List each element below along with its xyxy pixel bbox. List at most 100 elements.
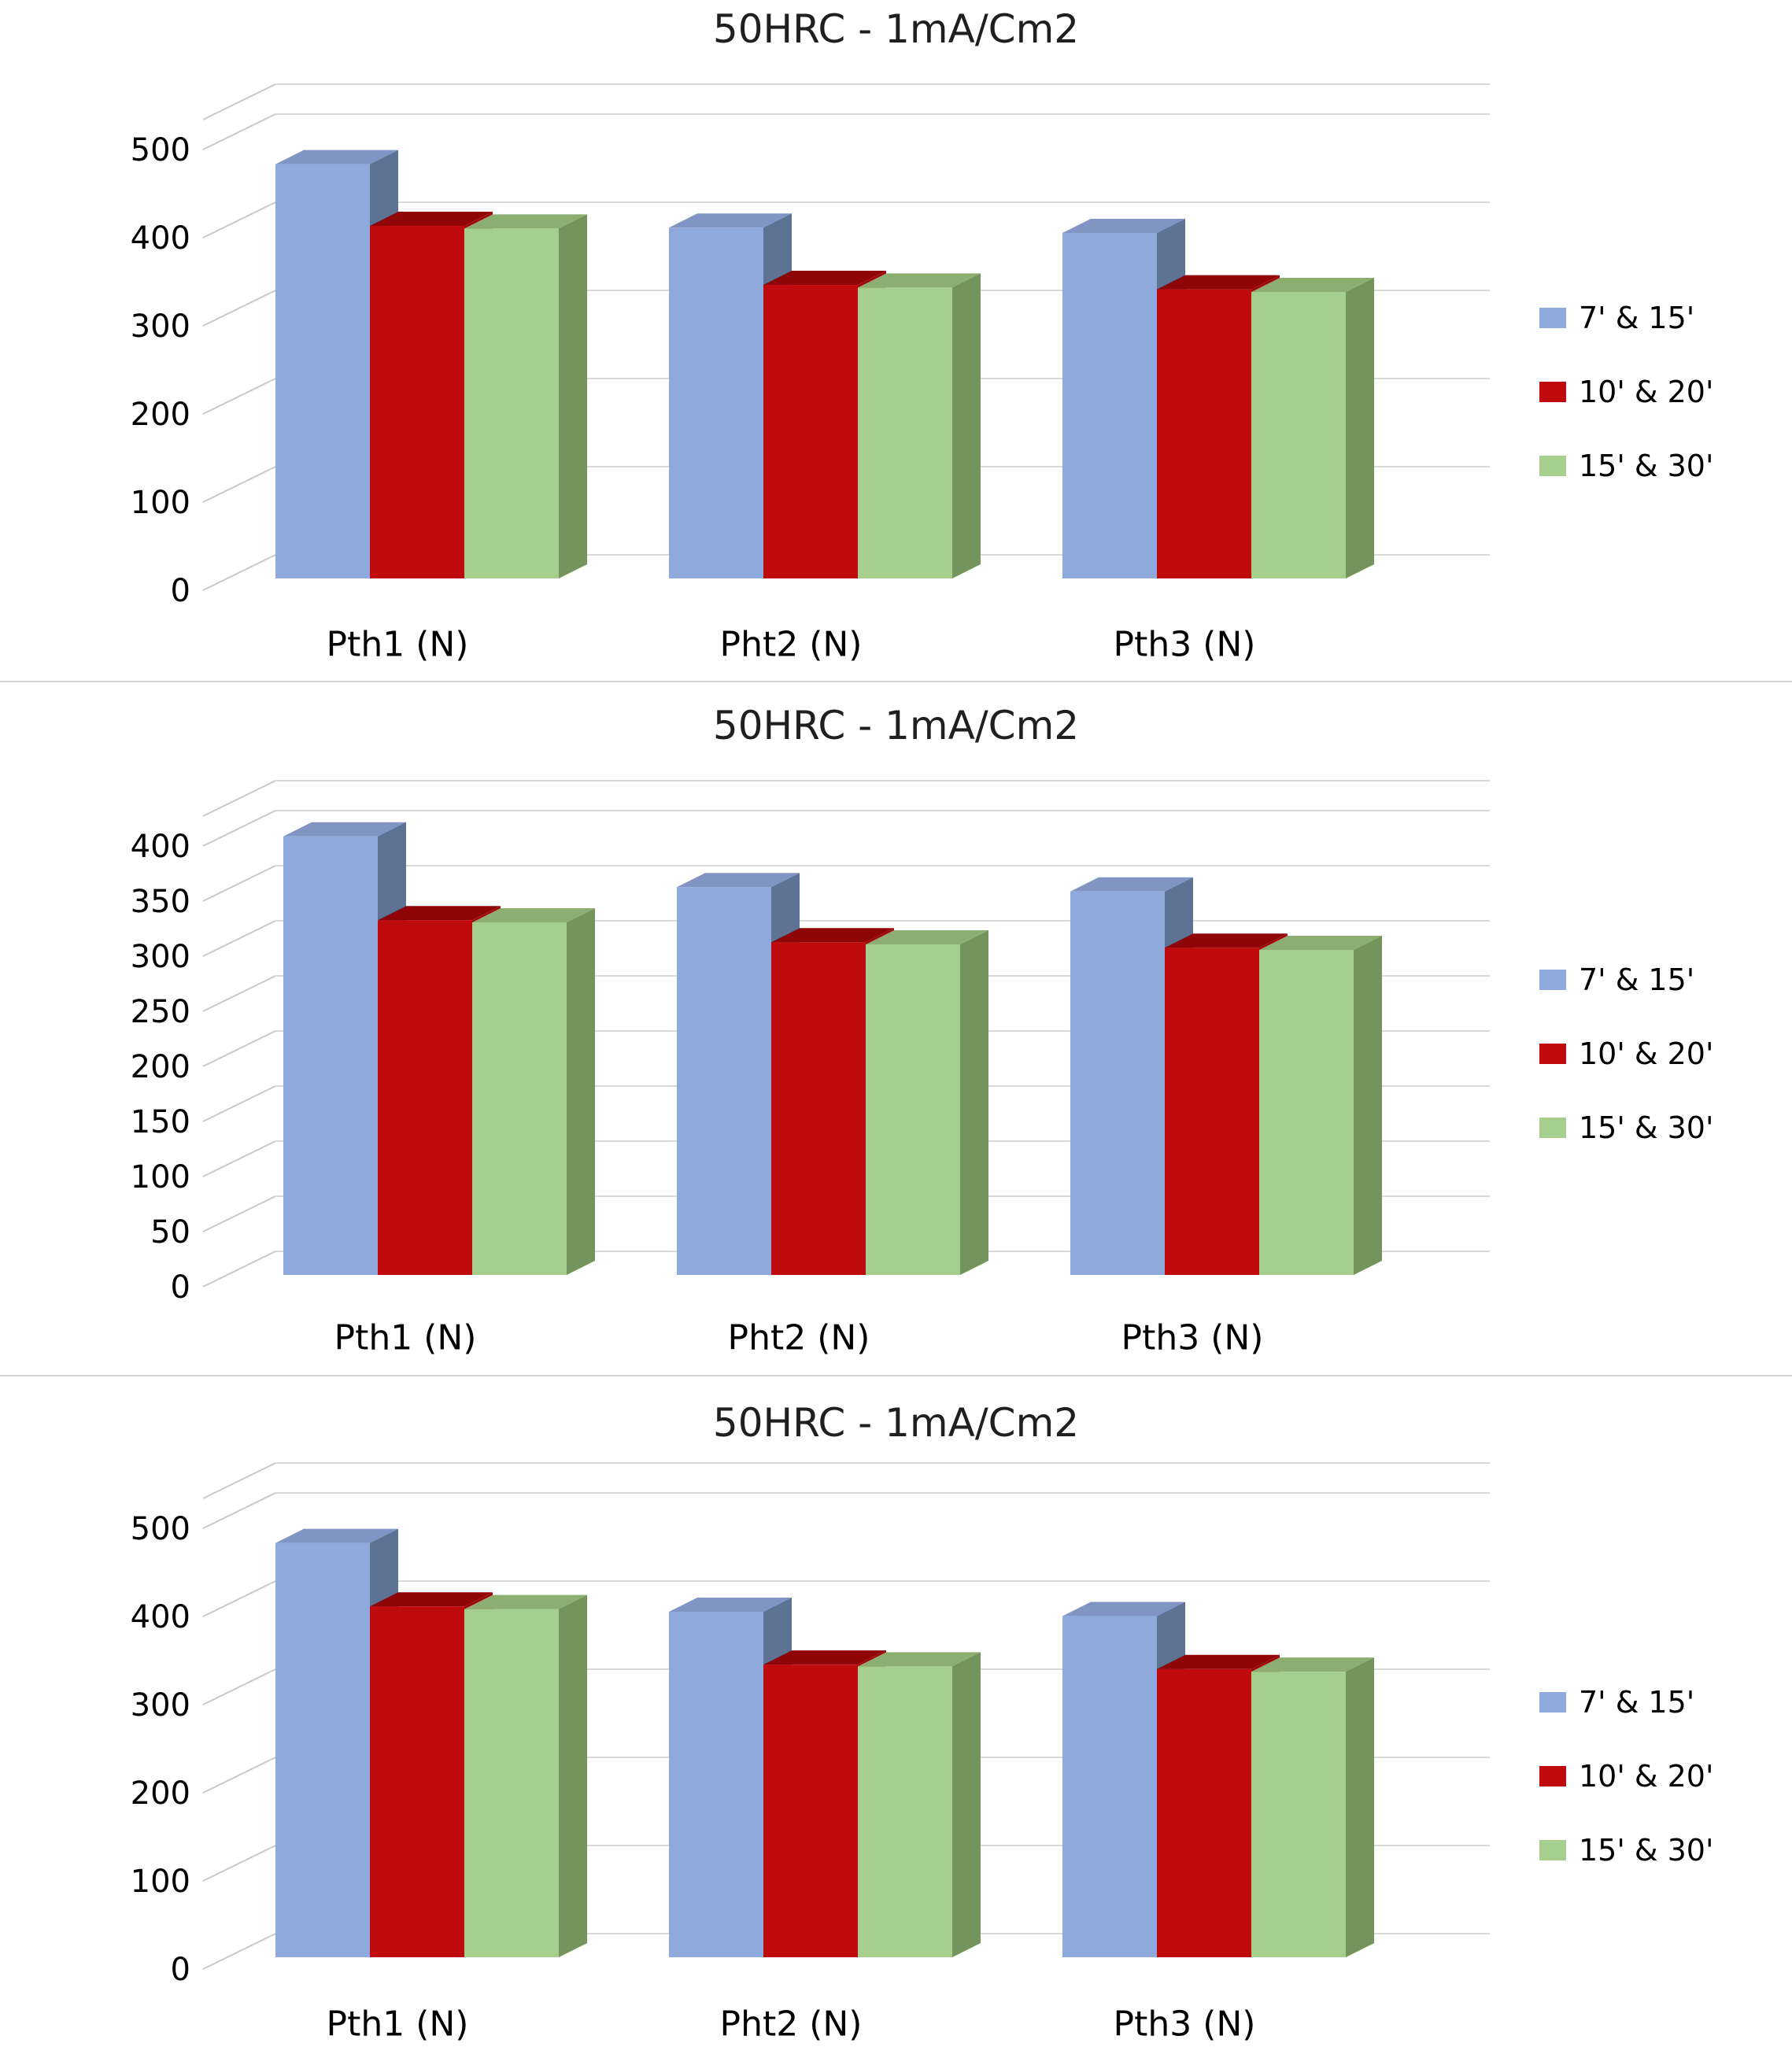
bar-top <box>677 873 800 888</box>
bar-top <box>763 271 886 286</box>
bar <box>858 273 981 578</box>
bar-front <box>866 944 960 1275</box>
bar-front <box>1157 1668 1251 1957</box>
bar-front <box>1062 1616 1157 1957</box>
bar-front <box>464 228 559 578</box>
bar-side <box>960 930 988 1275</box>
legend-label: 15' & 30' <box>1579 1833 1714 1868</box>
axis-tick-line <box>202 1030 276 1067</box>
plot-area: 0 50 100 150 200 250 300 350 400 Pth1 (N) Pht2 (N)… <box>131 780 1490 1358</box>
bar <box>464 214 587 578</box>
bar-top <box>866 930 988 944</box>
bar <box>472 908 595 1275</box>
y-tick-label: 300 <box>131 939 190 975</box>
legend-item: 10' & 20' <box>1539 1036 1713 1071</box>
bar-top <box>275 150 398 164</box>
bar-top <box>669 1597 792 1612</box>
bar-front <box>1251 292 1346 578</box>
bar-top <box>1165 933 1288 948</box>
bar-front <box>378 920 472 1275</box>
bar-top <box>1062 1602 1185 1616</box>
y-tick-label: 400 <box>131 220 190 257</box>
bar <box>866 930 988 1275</box>
legend-label: 10' & 20' <box>1579 1036 1714 1071</box>
legend-item: 15' & 30' <box>1539 449 1713 483</box>
y-tick-label: 0 <box>171 1952 190 1988</box>
y-tick-label: 200 <box>131 1775 190 1812</box>
bar-top <box>858 1652 981 1667</box>
bar-front <box>472 922 567 1275</box>
axis-tick-line <box>202 975 276 1012</box>
bar-front <box>1157 289 1251 578</box>
bar-top <box>1259 936 1382 950</box>
legend-item: 10' & 20' <box>1539 1759 1713 1794</box>
axis-tick-line <box>202 865 276 902</box>
category-label: Pth3 (N) <box>1114 624 1256 664</box>
bar-front <box>370 1606 464 1957</box>
bar-side <box>952 1652 981 1957</box>
y-tick-label: 100 <box>131 485 190 521</box>
axis-tick-line <box>202 201 276 238</box>
bar-top <box>858 273 981 288</box>
axis-tick-line <box>202 1933 276 1970</box>
chart-section-1: 50HRC - 1mA/Cm2 0 100 200 300 400 500 Pth1 (N)… <box>0 0 1792 681</box>
legend-swatch <box>1539 1766 1566 1786</box>
plot-area: 0 100 200 300 400 500 Pth1 (N) Pht2 (N) Pth3 (N) <box>131 1462 1490 2044</box>
y-tick-label: 400 <box>131 829 190 865</box>
axis-tick-line <box>202 290 276 327</box>
y-tick-label: 200 <box>131 397 190 433</box>
bar-front <box>763 285 858 578</box>
chart-title: 50HRC - 1mA/Cm2 <box>712 1400 1080 1446</box>
bar-front <box>283 836 378 1275</box>
legend-label: 7' & 15' <box>1579 1685 1695 1720</box>
bar-front <box>1165 948 1259 1275</box>
y-tick-label: 300 <box>131 1687 190 1724</box>
legend-label: 7' & 15' <box>1579 301 1695 335</box>
bar-top <box>464 214 587 229</box>
bar-front <box>1070 891 1165 1275</box>
legend-swatch <box>1539 970 1566 990</box>
bar <box>1251 278 1374 578</box>
legend: 7' & 15' 10' & 20' 15' & 30' <box>1539 962 1713 1145</box>
bar-front <box>275 164 370 579</box>
bar-top <box>1070 877 1193 892</box>
bar-front <box>370 226 464 578</box>
y-tick-label: 300 <box>131 309 190 345</box>
y-tick-label: 100 <box>131 1864 190 1900</box>
bar-top <box>370 1592 493 1607</box>
bar-top <box>1157 1654 1280 1669</box>
axis-tick-line <box>202 920 276 957</box>
axis-tick-line <box>202 378 276 415</box>
axis-tick-line <box>202 466 276 503</box>
bar <box>1251 1657 1374 1957</box>
axis-tick-line <box>202 1251 276 1288</box>
legend-item: 10' & 20' <box>1539 375 1713 409</box>
bar-top <box>763 1650 886 1665</box>
bar-top <box>370 212 493 226</box>
category-label: Pht2 (N) <box>720 2004 863 2044</box>
bar-side <box>1346 278 1374 578</box>
bar-top <box>1062 218 1185 233</box>
y-tick-label: 100 <box>131 1159 190 1195</box>
bar-front <box>669 1611 763 1957</box>
legend-swatch <box>1539 1692 1566 1713</box>
legend-swatch <box>1539 1044 1566 1064</box>
legend-label: 7' & 15' <box>1579 962 1695 997</box>
bar-front <box>1062 232 1157 578</box>
bar-side <box>567 908 595 1275</box>
axis-tick-line <box>202 1492 276 1529</box>
axis-tick-line <box>202 1845 276 1882</box>
bar-side <box>1354 936 1382 1275</box>
legend-label: 15' & 30' <box>1579 449 1714 483</box>
bar-side <box>559 1594 587 1957</box>
wall-top-slant <box>202 780 276 817</box>
bar-top <box>283 822 406 837</box>
y-tick-label: 350 <box>131 884 190 920</box>
bar-front <box>763 1665 858 1957</box>
axis-tick-line <box>202 1085 276 1122</box>
bar-top <box>472 908 595 922</box>
y-tick-label: 0 <box>171 573 190 609</box>
axis-tick-line <box>202 1195 276 1232</box>
category-label: Pht2 (N) <box>728 1317 870 1358</box>
legend-label: 10' & 20' <box>1579 1759 1714 1794</box>
